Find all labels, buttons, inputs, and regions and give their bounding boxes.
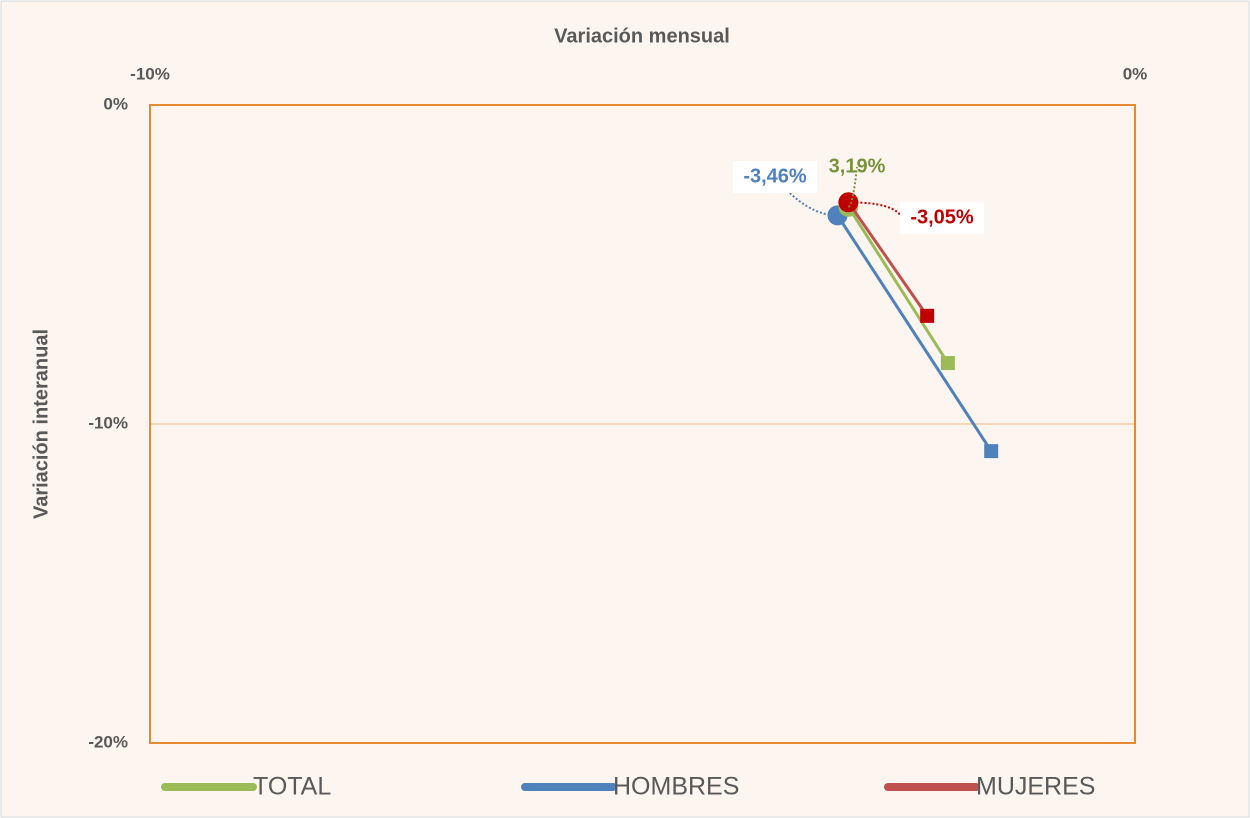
square-marker [920,308,935,323]
square-marker [984,444,999,459]
x-tick-label: 0% [1123,64,1148,83]
data-label: -3,05% [910,206,974,228]
legend-label: HOMBRES [613,773,739,801]
y-tick-label: -20% [88,732,128,751]
x-axis-title: Variación mensual [554,25,730,47]
y-tick-label: 0% [103,94,128,113]
series-line [847,205,950,364]
series-line [847,201,929,317]
legend-label: TOTAL [253,773,331,801]
series-line [836,214,993,452]
leader-line [848,201,903,219]
data-label: 3,19% [829,155,886,177]
leader-line [774,176,838,217]
y-axis-title: Variación interanual [30,329,52,519]
data-label-box [900,202,984,234]
legend-label: MUJERES [976,773,1095,801]
square-marker [940,356,955,371]
plot-border [149,104,1136,744]
leader-line [847,166,858,208]
x-tick-label: -10% [130,64,170,83]
data-label-box [733,161,817,193]
y-tick-label: -10% [88,413,128,432]
data-label: -3,46% [743,165,807,187]
